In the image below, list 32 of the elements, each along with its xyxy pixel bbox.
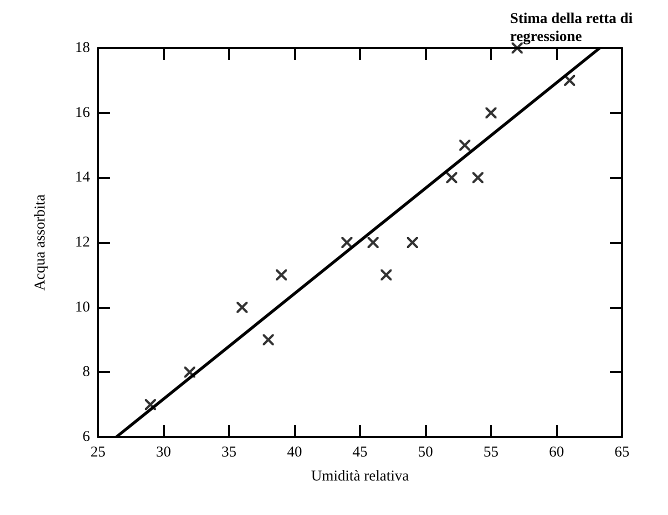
x-tick-label: 45 — [352, 444, 368, 460]
y-tick-label: 18 — [75, 40, 90, 56]
text: Stima della retta di regressione — [510, 11, 636, 45]
point — [341, 237, 352, 248]
y-tick-label: 14 — [75, 170, 90, 186]
y-tick-label: 12 — [75, 234, 90, 250]
point — [368, 237, 379, 248]
point — [564, 74, 576, 86]
point — [459, 140, 470, 151]
y-tick-label: 6 — [82, 429, 90, 445]
point — [236, 302, 248, 313]
y-axis-title: Acqua assorbita — [32, 194, 48, 291]
point — [406, 237, 418, 248]
y-tick-label: 8 — [82, 364, 90, 380]
point — [184, 366, 196, 378]
x-tick-label: 55 — [484, 444, 498, 460]
x-tick-label: 50 — [418, 444, 433, 460]
x-tick-label: 30 — [156, 444, 171, 460]
x-tick-label: 25 — [90, 444, 106, 460]
point — [262, 334, 274, 346]
x-tick-label: 40 — [287, 444, 302, 460]
point — [472, 172, 484, 184]
y-tick-label: 10 — [75, 299, 90, 316]
x-tick-label: 35 — [222, 444, 236, 460]
x-axis-title: Umidità relativa — [311, 468, 410, 484]
point — [486, 107, 496, 118]
point — [446, 172, 458, 184]
x-tick-label: 60 — [549, 444, 564, 460]
point — [380, 269, 392, 280]
y-tick-label: 16 — [75, 104, 90, 121]
point — [276, 269, 287, 280]
x-tick-label: 65 — [614, 444, 630, 460]
